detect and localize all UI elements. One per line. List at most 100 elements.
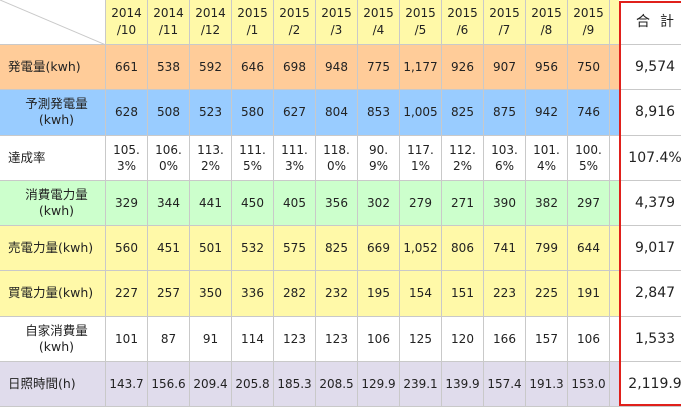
month-header: 2015 /1 <box>232 0 274 45</box>
table-cell: 1,005 <box>400 90 442 136</box>
row-total: 9,017 <box>619 226 681 272</box>
table-cell: 775 <box>358 45 400 91</box>
table-cell: 956 <box>526 45 568 91</box>
table-cell: 120 <box>442 316 484 362</box>
row-label: 達成率 <box>0 135 106 181</box>
table-cell: 825 <box>442 90 484 136</box>
table-cell: 106 <box>568 316 610 362</box>
table-cell: 114 <box>232 316 274 362</box>
row-total: 9,574 <box>619 45 681 91</box>
table-cell: 1,052 <box>400 226 442 272</box>
table-cell: 926 <box>442 45 484 91</box>
month-header: 2015 /9 <box>568 0 610 45</box>
table-cell: 329 <box>106 180 148 226</box>
table-cell: 271 <box>442 180 484 226</box>
table-cell: 575 <box>274 226 316 272</box>
table-cell: 209.4 <box>190 361 232 407</box>
month-header: 2015 /5 <box>400 0 442 45</box>
row-total: 8,916 <box>619 90 681 136</box>
corner-cell <box>0 0 106 45</box>
table-cell: 154 <box>400 271 442 317</box>
table-cell: 103. 6% <box>484 135 526 181</box>
row-label: 売電力量(kwh) <box>0 226 106 272</box>
table-cell: 123 <box>316 316 358 362</box>
table-cell: 646 <box>232 45 274 91</box>
table-cell: 825 <box>316 226 358 272</box>
month-header: 2014 /10 <box>106 0 148 45</box>
table-cell: 508 <box>148 90 190 136</box>
month-header: 2014 /12 <box>190 0 232 45</box>
table-cell: 942 <box>526 90 568 136</box>
table-cell: 239.1 <box>400 361 442 407</box>
table-cell: 223 <box>484 271 526 317</box>
table-cell: 143.7 <box>106 361 148 407</box>
month-header: 2015 /2 <box>274 0 316 45</box>
row-label: 発電量(kwh) <box>0 45 106 91</box>
table-cell: 538 <box>148 45 190 91</box>
table-cell: 627 <box>274 90 316 136</box>
table-cell: 105. 3% <box>106 135 148 181</box>
table-cell: 208.5 <box>316 361 358 407</box>
table-cell: 151 <box>442 271 484 317</box>
table-cell: 698 <box>274 45 316 91</box>
table-cell: 441 <box>190 180 232 226</box>
table-cell: 297 <box>568 180 610 226</box>
table-cell: 741 <box>484 226 526 272</box>
table-cell: 123 <box>274 316 316 362</box>
table-cell: 644 <box>568 226 610 272</box>
table-cell: 382 <box>526 180 568 226</box>
month-header: 2015 /4 <box>358 0 400 45</box>
row-label: 日照時間(h) <box>0 361 106 407</box>
table-cell: 139.9 <box>442 361 484 407</box>
table-cell: 853 <box>358 90 400 136</box>
table-cell: 450 <box>232 180 274 226</box>
table-cell: 106 <box>358 316 400 362</box>
month-header: 2014 /11 <box>148 0 190 45</box>
table-cell: 405 <box>274 180 316 226</box>
table-cell: 117. 1% <box>400 135 442 181</box>
table-cell: 750 <box>568 45 610 91</box>
table-cell: 799 <box>526 226 568 272</box>
table-cell: 336 <box>232 271 274 317</box>
table-cell: 875 <box>484 90 526 136</box>
table-cell: 166 <box>484 316 526 362</box>
row-total: 2,847 <box>619 271 681 317</box>
table-cell: 195 <box>358 271 400 317</box>
table-cell: 501 <box>190 226 232 272</box>
month-header: 2015 /8 <box>526 0 568 45</box>
table-cell: 111. 3% <box>274 135 316 181</box>
table-cell: 356 <box>316 180 358 226</box>
table-cell: 1,177 <box>400 45 442 91</box>
row-label: 消費電力量(kwh) <box>0 180 106 226</box>
table-cell: 804 <box>316 90 358 136</box>
table-cell: 185.3 <box>274 361 316 407</box>
row-label: 予測発電量(kwh) <box>0 90 106 136</box>
row-total: 4,379 <box>619 180 681 226</box>
table-cell: 451 <box>148 226 190 272</box>
table-cell: 746 <box>568 90 610 136</box>
table-cell: 523 <box>190 90 232 136</box>
table-cell: 257 <box>148 271 190 317</box>
table-cell: 91 <box>190 316 232 362</box>
table-cell: 101. 4% <box>526 135 568 181</box>
table-cell: 111. 5% <box>232 135 274 181</box>
table-cell: 87 <box>148 316 190 362</box>
row-label: 買電力量(kwh) <box>0 271 106 317</box>
table-cell: 205.8 <box>232 361 274 407</box>
table-cell: 129.9 <box>358 361 400 407</box>
table-cell: 661 <box>106 45 148 91</box>
table-cell: 106. 0% <box>148 135 190 181</box>
table-cell: 125 <box>400 316 442 362</box>
table-cell: 227 <box>106 271 148 317</box>
table-cell: 344 <box>148 180 190 226</box>
table-cell: 225 <box>526 271 568 317</box>
table-cell: 100. 5% <box>568 135 610 181</box>
row-total: 1,533 <box>619 316 681 362</box>
row-total: 107.4% <box>619 135 681 181</box>
table-cell: 560 <box>106 226 148 272</box>
table-cell: 948 <box>316 45 358 91</box>
table-cell: 191 <box>568 271 610 317</box>
table-cell: 191.3 <box>526 361 568 407</box>
month-header: 2015 /3 <box>316 0 358 45</box>
table-cell: 118. 0% <box>316 135 358 181</box>
